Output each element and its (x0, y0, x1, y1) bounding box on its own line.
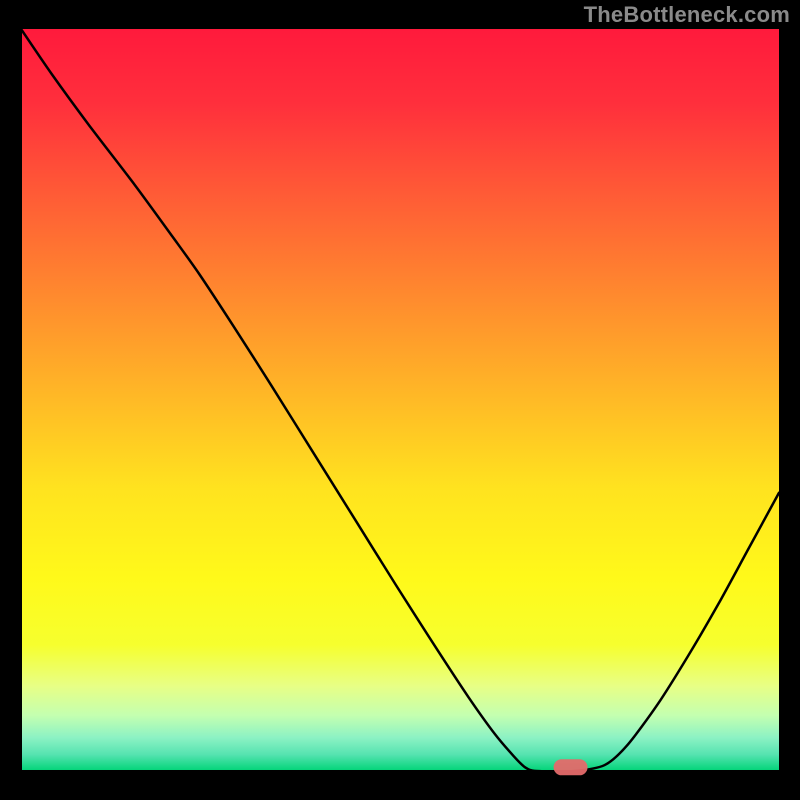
gradient-background (21, 29, 779, 771)
chart-frame: TheBottleneck.com (0, 0, 800, 800)
watermark-text: TheBottleneck.com (584, 2, 790, 28)
bottleneck-marker (554, 759, 588, 775)
bottleneck-chart (0, 0, 800, 800)
